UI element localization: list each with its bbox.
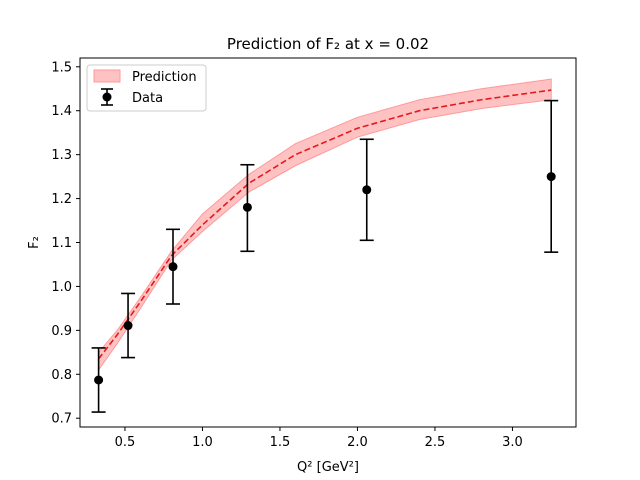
y-tick-label: 0.9 [51, 324, 72, 339]
data-point [168, 262, 178, 272]
legend-label-data: Data [132, 91, 163, 106]
legend-swatch-prediction [93, 69, 121, 83]
data-point [123, 321, 133, 331]
data-point [94, 375, 104, 385]
plot-frame [79, 57, 577, 428]
x-tick-label: 3.0 [502, 435, 523, 450]
x-tick-label: 2.5 [425, 435, 446, 450]
y-tick-label: 1.0 [51, 280, 72, 295]
legend-marker-data [102, 92, 112, 102]
prediction-line [97, 89, 552, 360]
y-tick-label: 1.2 [51, 192, 72, 207]
y-axis-label: F₂ [27, 236, 42, 249]
data-point [362, 185, 372, 195]
data-point [546, 172, 556, 182]
x-tick-label: 2.0 [347, 435, 368, 450]
y-tick-label: 1.1 [51, 236, 72, 251]
x-tick-label: 1.5 [270, 435, 291, 450]
legend-label-prediction: Prediction [132, 70, 197, 85]
y-tick-label: 0.8 [51, 368, 72, 383]
chart-title: Prediction of F₂ at x = 0.02 [227, 35, 429, 53]
x-tick-label: 0.5 [115, 435, 136, 450]
x-axis-label: Q² [GeV²] [297, 460, 359, 475]
y-tick-label: 1.4 [51, 104, 72, 119]
x-tick-label: 1.0 [192, 435, 213, 450]
y-tick-label: 1.5 [51, 60, 72, 75]
y-tick-label: 0.7 [51, 412, 72, 427]
y-tick-label: 1.3 [51, 148, 72, 163]
prediction-band [98, 78, 552, 372]
data-point [242, 202, 252, 212]
